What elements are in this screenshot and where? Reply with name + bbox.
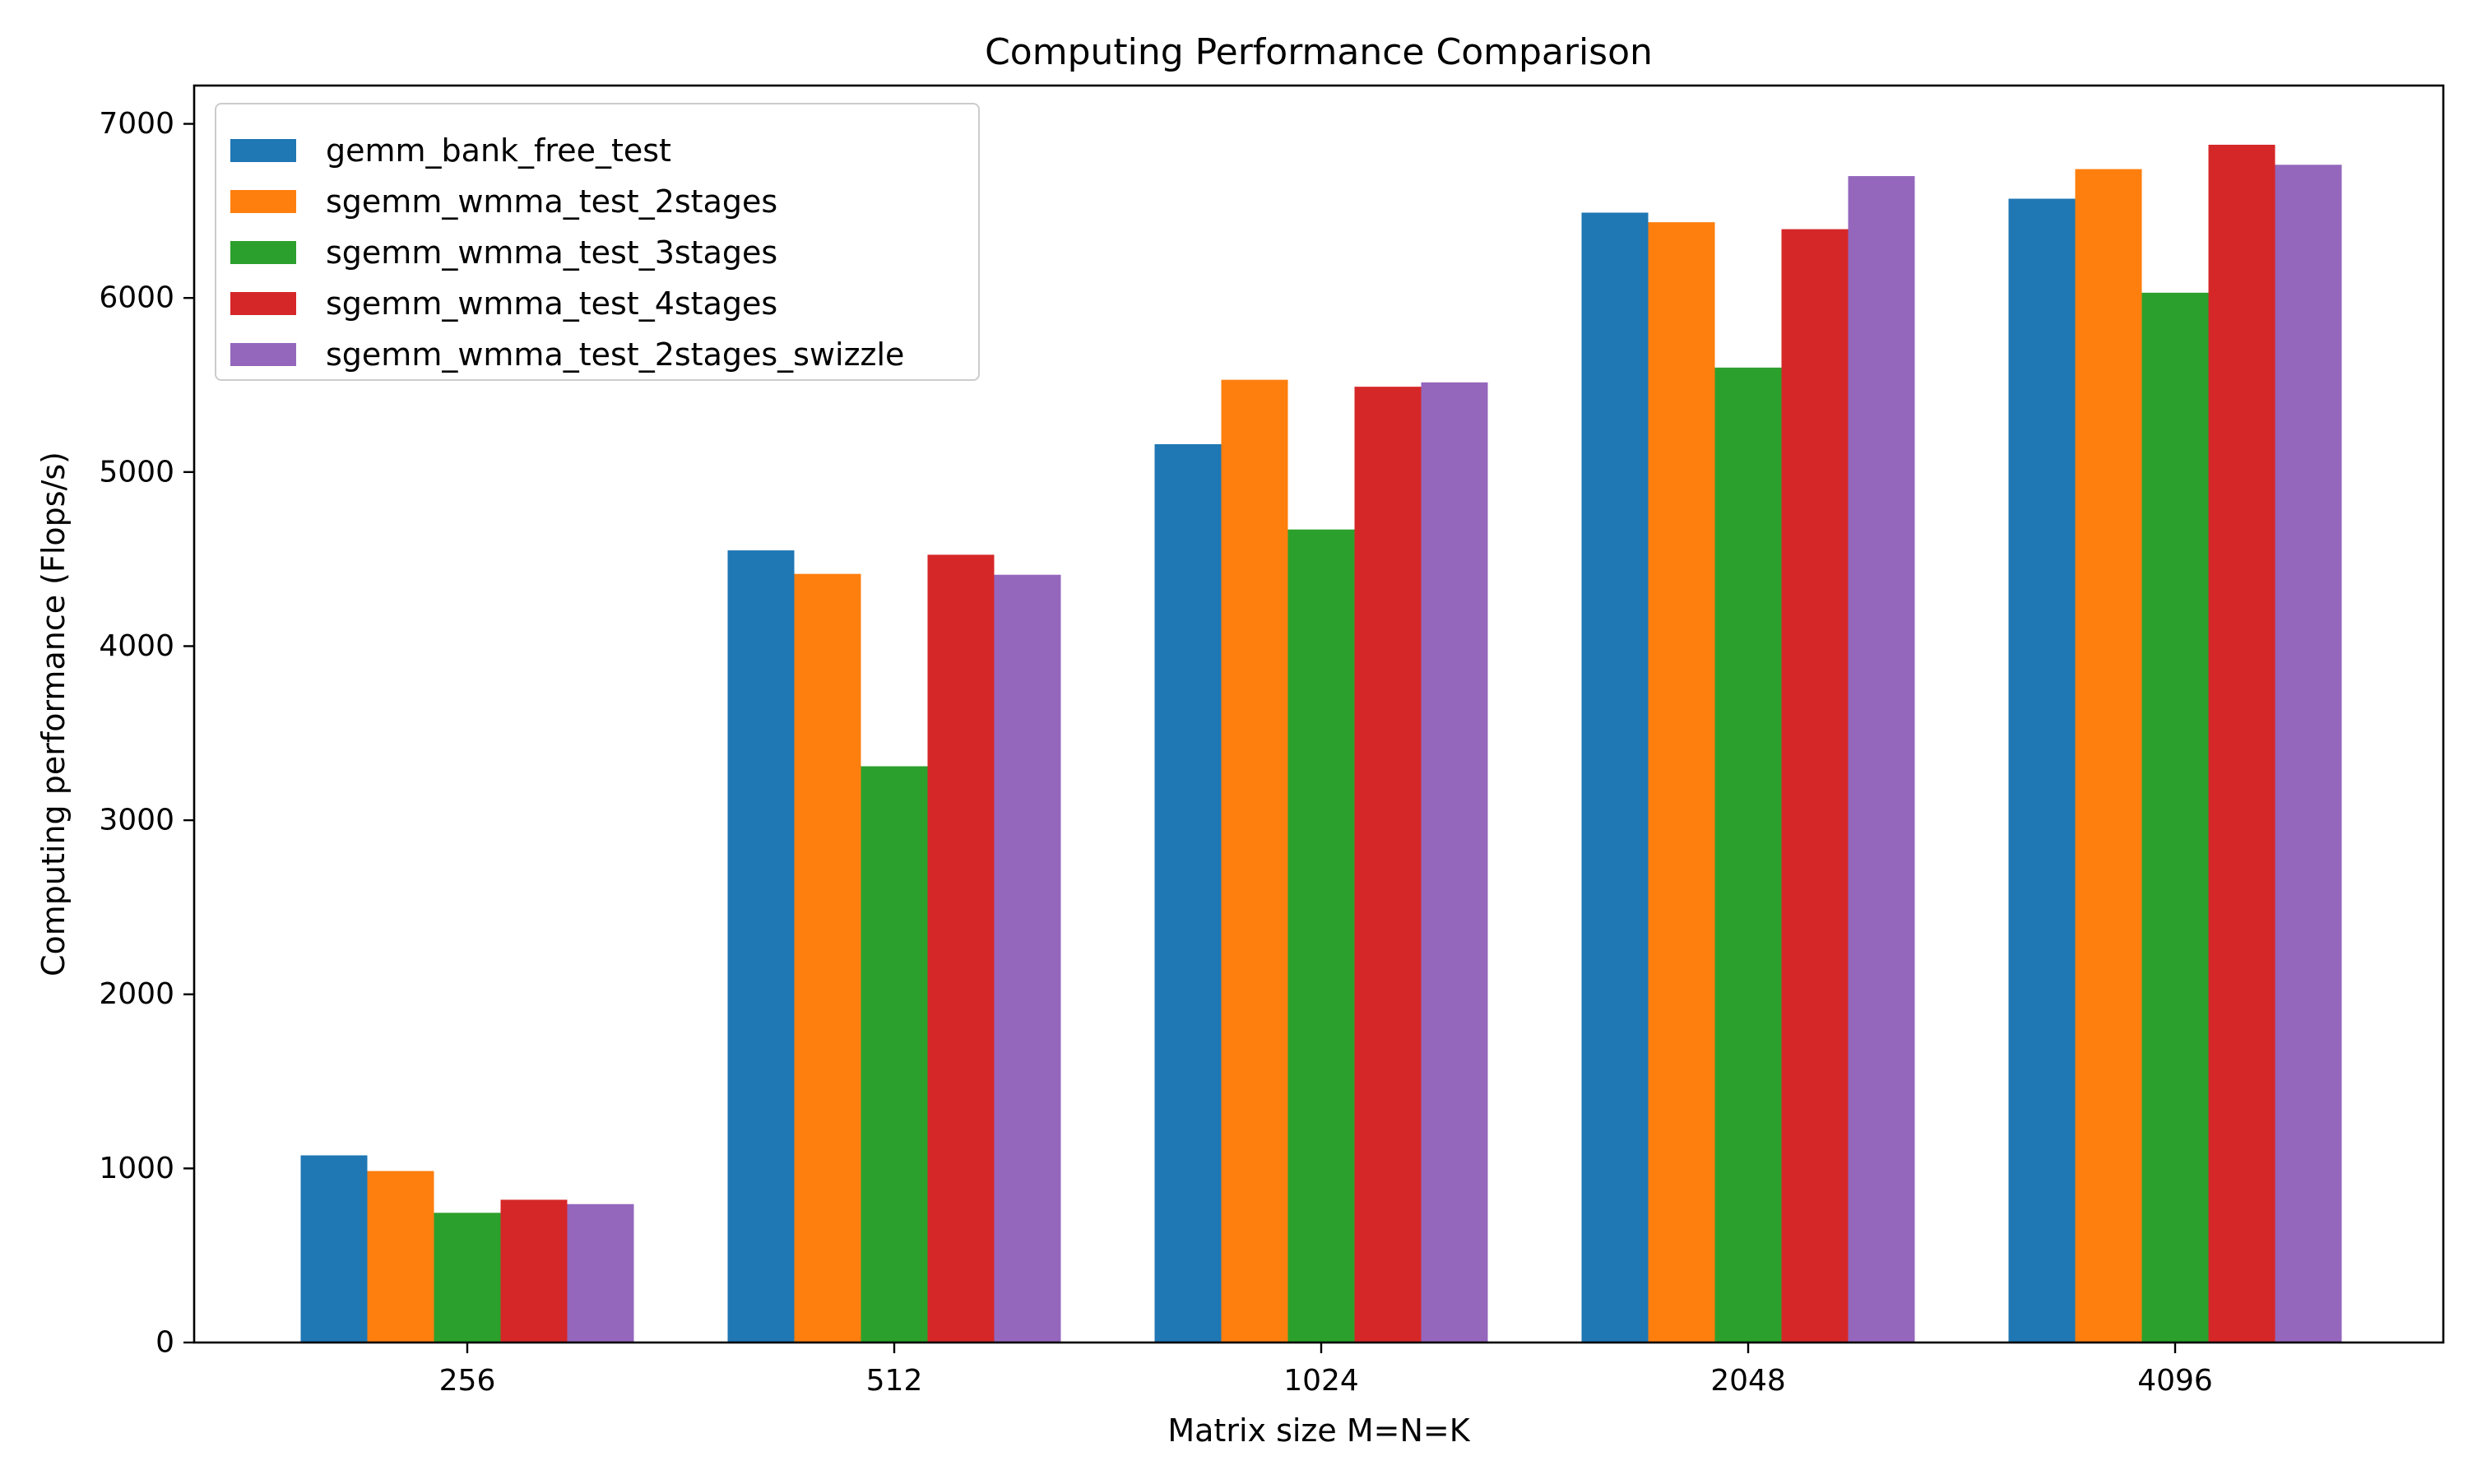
- plot-frame: [193, 84, 2445, 1344]
- legend-swatch-4: [230, 292, 296, 315]
- y-tick-label: 0: [155, 1326, 174, 1360]
- bar-2-256: [367, 1171, 434, 1343]
- bar-2-2048: [1648, 222, 1715, 1343]
- bar-4-1024: [1354, 387, 1422, 1343]
- legend-swatch-5: [230, 343, 296, 366]
- y-tick-label: 2000: [99, 977, 174, 1011]
- bar-2-1024: [1221, 379, 1288, 1343]
- legend-label-5: sgemm_wmma_test_2stages_swizzle: [326, 336, 904, 373]
- legend-label-1: gemm_bank_free_test: [326, 132, 671, 169]
- x-tick-label: 4096: [2137, 1364, 2213, 1398]
- bar-5-4096: [2275, 165, 2342, 1343]
- bar-5-1024: [1421, 382, 1488, 1343]
- y-tick-label: 3000: [99, 804, 174, 837]
- bars-layer: [300, 144, 2342, 1343]
- bar-1-4096: [2008, 198, 2076, 1343]
- bar-4-4096: [2208, 144, 2275, 1343]
- legend-swatch-3: [230, 241, 296, 264]
- bar-3-256: [434, 1213, 501, 1343]
- x-axis-label: Matrix size M=N=K: [1167, 1412, 1470, 1449]
- legend-box: [215, 103, 980, 381]
- bar-1-1024: [1154, 443, 1222, 1343]
- y-tick-label: 7000: [99, 107, 174, 141]
- y-axis: 0 1000 2000 3000 4000 5000 6000 7000: [99, 107, 194, 1360]
- x-tick-label: 256: [439, 1364, 496, 1398]
- y-tick-label: 5000: [99, 455, 174, 489]
- legend: gemm_bank_free_test sgemm_wmma_test_2stag…: [215, 103, 980, 381]
- x-tick-label: 2048: [1710, 1364, 1786, 1398]
- chart-title: Computing Performance Comparison: [985, 31, 1653, 73]
- legend-label-4: sgemm_wmma_test_4stages: [326, 285, 777, 322]
- bar-3-512: [861, 766, 928, 1343]
- y-tick-label: 1000: [99, 1152, 174, 1185]
- legend-label-2: sgemm_wmma_test_2stages: [326, 183, 777, 220]
- bar-4-256: [500, 1199, 568, 1343]
- bar-2-4096: [2075, 169, 2142, 1343]
- bar-4-2048: [1781, 229, 1849, 1343]
- x-tick-label: 512: [866, 1364, 923, 1398]
- legend-swatch-2: [230, 190, 296, 213]
- bar-3-2048: [1714, 367, 1782, 1343]
- legend-label-3: sgemm_wmma_test_3stages: [326, 234, 777, 271]
- x-tick-label: 1024: [1283, 1364, 1359, 1398]
- bar-4-512: [927, 554, 995, 1343]
- bar-5-512: [994, 574, 1061, 1343]
- bar-3-1024: [1287, 529, 1355, 1343]
- y-tick-label: 6000: [99, 281, 174, 315]
- bar-2-512: [794, 573, 861, 1343]
- bar-1-512: [727, 550, 795, 1343]
- bar-1-2048: [1581, 212, 1649, 1343]
- bar-3-4096: [2141, 292, 2209, 1343]
- y-tick-label: 4000: [99, 629, 174, 663]
- bar-5-256: [567, 1203, 634, 1343]
- legend-swatch-1: [230, 139, 296, 162]
- bar-1-256: [300, 1155, 368, 1343]
- x-axis: 256 512 1024 2048 4096: [439, 1343, 2213, 1398]
- bar-5-2048: [1848, 176, 1915, 1343]
- y-axis-label: Computing performance (Flops/s): [35, 452, 72, 976]
